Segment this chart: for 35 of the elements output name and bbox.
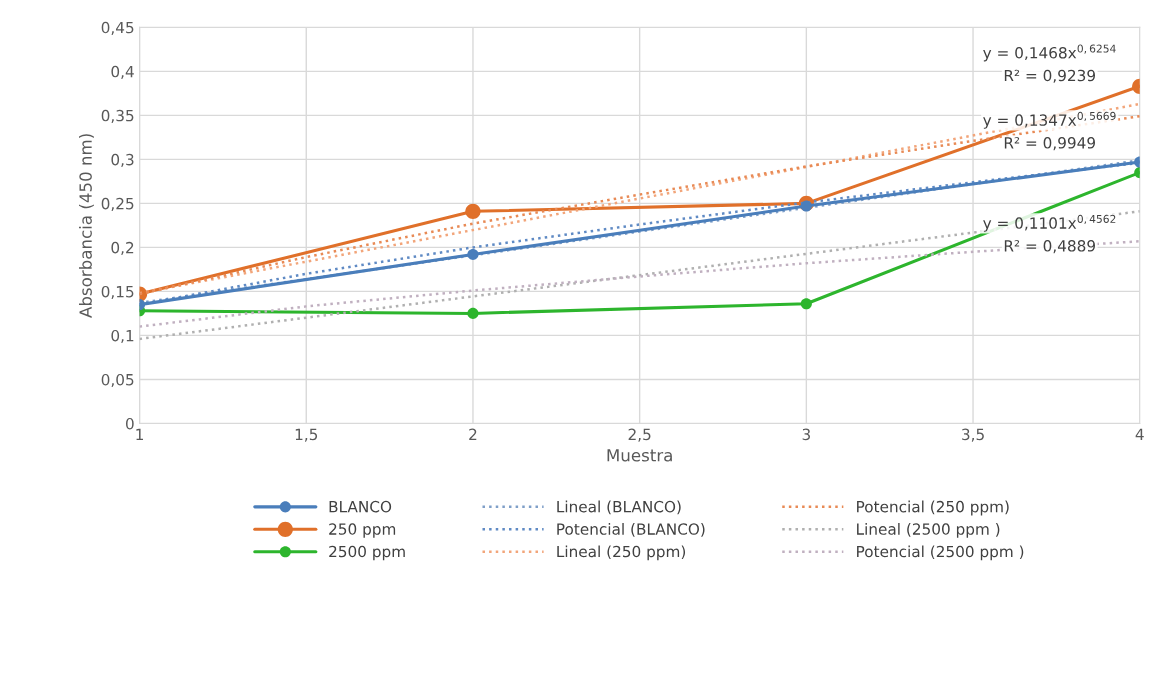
x-tick-label: 2 xyxy=(469,428,477,440)
x-tick-label: 1 xyxy=(136,428,144,440)
legend-label: Potencial (BLANCO) xyxy=(557,523,705,537)
legend-label: Lineal (2500 ppm ) xyxy=(857,523,1000,538)
x-tick-label: 3,5 xyxy=(962,428,984,442)
annotation: R² = 0,9949 xyxy=(1004,137,1095,151)
y-tick-label: 0 xyxy=(125,417,134,430)
legend-label: BLANCO xyxy=(329,500,392,513)
y-tick-label: 0,4 xyxy=(111,65,134,79)
annotation: y = 0,1101x$^{0,4562}$ xyxy=(983,214,1116,232)
y-tick-label: 0,35 xyxy=(101,109,134,123)
y-tick-label: 0,45 xyxy=(101,21,134,35)
legend-label: Potencial (250 ppm) xyxy=(857,500,1009,516)
y-tick-label: 0,1 xyxy=(111,329,134,344)
x-tick-label: 4 xyxy=(1135,428,1144,440)
x-axis-title: Muestra xyxy=(607,449,672,462)
legend-label: Lineal (250 ppm) xyxy=(557,545,686,561)
legend-label: 2500 ppm xyxy=(329,545,405,561)
x-tick-label: 2,5 xyxy=(628,428,651,442)
x-tick-label: 1,5 xyxy=(295,428,318,442)
annotation: R² = 0,9239 xyxy=(1004,69,1095,83)
annotation: y = 0,1468x$^{0,6254}$ xyxy=(983,44,1116,62)
y-tick-label: 0,05 xyxy=(101,373,134,388)
y-tick-label: 0,15 xyxy=(101,285,134,299)
legend-label: Lineal (BLANCO) xyxy=(557,500,681,515)
legend-label: Potencial (2500 ppm ) xyxy=(857,545,1024,561)
x-tick-label: 3 xyxy=(802,428,810,441)
legend-label: 250 ppm xyxy=(329,523,396,538)
y-tick-label: 0,3 xyxy=(111,153,134,167)
y-tick-label: 0,25 xyxy=(101,197,134,211)
y-axis-title: Absorbancia (450 nm) xyxy=(79,134,94,318)
annotation: y = 0,1347x$^{0,5669}$ xyxy=(983,111,1116,129)
annotation: R² = 0,4889 xyxy=(1004,240,1095,254)
line-series xyxy=(139,239,1140,328)
y-tick-label: 0,2 xyxy=(111,241,134,255)
